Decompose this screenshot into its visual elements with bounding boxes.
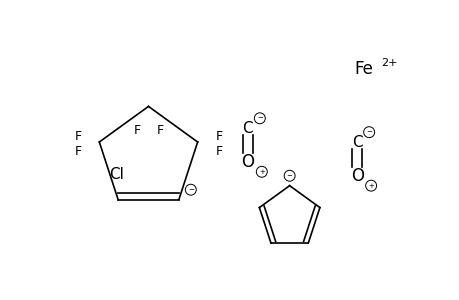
Text: −: − — [256, 115, 262, 121]
Text: 2+: 2+ — [380, 58, 397, 68]
Text: F: F — [156, 124, 163, 137]
Text: C: C — [242, 121, 252, 136]
Text: −: − — [365, 129, 371, 135]
Text: C: C — [351, 135, 362, 150]
Text: +: + — [367, 183, 373, 189]
Text: −: − — [187, 187, 193, 193]
Text: O: O — [241, 153, 254, 171]
Text: F: F — [215, 130, 222, 142]
Text: −: − — [286, 173, 292, 179]
Text: O: O — [350, 167, 363, 185]
Text: F: F — [215, 146, 222, 158]
Text: F: F — [133, 124, 140, 137]
Text: +: + — [258, 169, 264, 175]
Text: F: F — [74, 130, 81, 142]
Text: Fe: Fe — [353, 60, 372, 78]
Text: F: F — [74, 146, 81, 158]
Text: Cl: Cl — [108, 167, 123, 182]
